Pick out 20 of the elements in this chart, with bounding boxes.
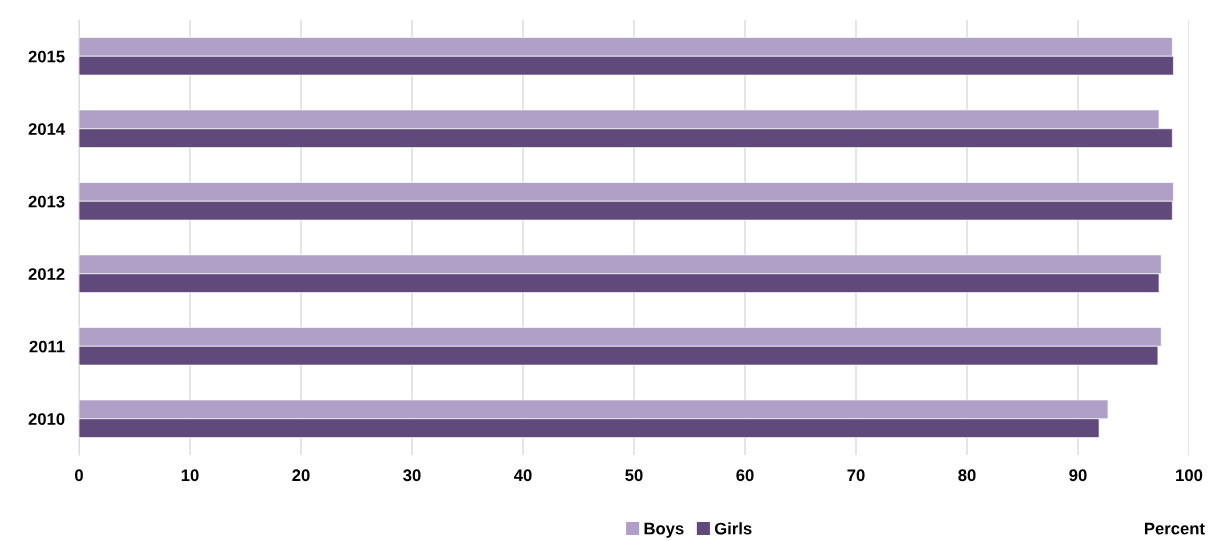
x-tick-label: 80 — [958, 469, 976, 482]
y-tick-label: 2015 — [28, 50, 65, 63]
x-tick-label: 0 — [75, 469, 83, 482]
x-tick-label: 30 — [403, 469, 421, 482]
legend-label: Girls — [714, 522, 752, 535]
x-tick-label: 50 — [625, 469, 643, 482]
y-tick-label: 2012 — [28, 268, 65, 280]
x-tick-label: 60 — [736, 469, 754, 482]
x-tick-label: 10 — [181, 469, 199, 482]
x-tick-label: 40 — [513, 469, 532, 482]
x-tick-label: 100 — [1176, 469, 1203, 482]
x-axis-title: Percent — [1144, 522, 1205, 535]
x-tick-label: 90 — [1069, 469, 1087, 482]
y-tick-label: 2010 — [28, 413, 65, 425]
x-tick-label: 70 — [847, 469, 865, 482]
y-tick-label: 2013 — [28, 195, 65, 208]
legend-label: Boys — [644, 522, 684, 538]
y-tick-label: 2011 — [29, 340, 65, 353]
x-tick-label: 20 — [292, 469, 310, 482]
y-tick-label: 2014 — [28, 123, 66, 135]
